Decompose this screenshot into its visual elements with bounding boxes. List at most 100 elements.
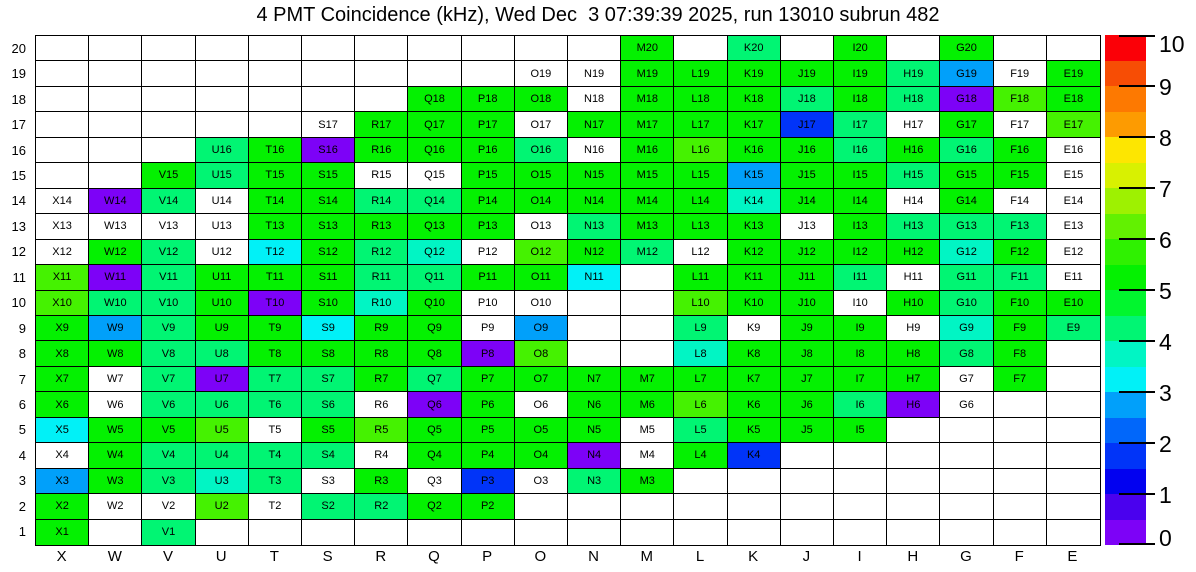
heatmap-cell: I6: [834, 392, 888, 418]
heatmap-cell: [89, 86, 143, 113]
heatmap-cell: F19: [993, 61, 1047, 87]
y-axis-label: 20: [11, 40, 26, 56]
heatmap-cell: [408, 36, 462, 62]
heatmap-cell: [674, 519, 728, 545]
heatmap-cell: G14: [940, 188, 994, 215]
heatmap-cell: I7: [834, 366, 888, 393]
heatmap-cell: [89, 61, 143, 87]
heatmap-cell: L16: [674, 137, 728, 164]
heatmap-cell: N11: [568, 265, 622, 291]
colorbar-band: [1105, 85, 1146, 112]
heatmap-cell: [36, 61, 90, 87]
heatmap-cell: M14: [621, 188, 675, 215]
heatmap-cell: G15: [940, 163, 994, 189]
colorbar-band: [1105, 468, 1146, 494]
heatmap-cell: R12: [355, 239, 409, 266]
heatmap-cell: L13: [674, 214, 728, 240]
heatmap-cell: X3: [36, 468, 90, 495]
heatmap-cell: N4: [568, 443, 622, 469]
heatmap-cell: P10: [461, 290, 515, 316]
heatmap-cell: [887, 494, 941, 520]
y-axis-label: 10: [11, 295, 26, 311]
heatmap-cell: [1046, 519, 1100, 545]
colorbar-tick-label: 8: [1159, 125, 1172, 151]
y-axis-label: 16: [11, 142, 26, 158]
heatmap-cell: O17: [514, 112, 568, 138]
heatmap-cell: S8: [302, 341, 356, 367]
y-axis-label: 19: [11, 66, 26, 82]
heatmap-cell: G20: [940, 36, 994, 62]
heatmap-grid: M20 K20 I20 G20 O19 N19 M19 L19 K19 J19 I19 H19 G19 F…: [35, 35, 1101, 546]
x-axis-label: H: [907, 548, 919, 565]
colorbar-band: [1105, 34, 1146, 61]
chart-title: 4 PMT Coincidence (kHz), Wed Dec 3 07:39…: [256, 4, 940, 26]
y-axis-label: 2: [18, 498, 26, 514]
heatmap-cell: [355, 519, 409, 545]
y-axis-label: 7: [18, 371, 26, 387]
heatmap-cell: [1046, 366, 1100, 393]
heatmap-cell: S7: [302, 366, 356, 393]
heatmap-cell: F8: [993, 341, 1047, 367]
heatmap-cell: Q4: [408, 443, 462, 469]
heatmap-cell: [248, 519, 302, 545]
heatmap-cell: [355, 61, 409, 87]
heatmap-cell: W12: [89, 239, 143, 266]
heatmap-cell: X12: [36, 239, 90, 266]
colorbar-band: [1105, 264, 1146, 290]
heatmap-cell: T2: [248, 494, 302, 520]
heatmap-cell: [940, 519, 994, 545]
heatmap-cell: T5: [248, 417, 302, 444]
heatmap-cell: K16: [727, 137, 781, 164]
colorbar-band: [1105, 315, 1146, 341]
heatmap-cell: [1046, 341, 1100, 367]
heatmap-cell: [142, 112, 196, 138]
heatmap-cell: Q7: [408, 366, 462, 393]
heatmap-cell: [195, 36, 249, 62]
heatmap-cell: P12: [461, 239, 515, 266]
heatmap-cell: K19: [727, 61, 781, 87]
heatmap-cell: T13: [248, 214, 302, 240]
heatmap-cell: V7: [142, 366, 196, 393]
heatmap-cell: [621, 519, 675, 545]
heatmap-cell: U8: [195, 341, 249, 367]
heatmap-cell: V12: [142, 239, 196, 266]
x-axis-label: M: [640, 548, 654, 565]
heatmap-cell: Q5: [408, 417, 462, 444]
heatmap-cell: X4: [36, 443, 90, 469]
heatmap-cell: P6: [461, 392, 515, 418]
heatmap-cell: [568, 315, 622, 342]
heatmap-cell: V4: [142, 443, 196, 469]
heatmap-cell: K7: [727, 366, 781, 393]
heatmap-cell: L18: [674, 86, 728, 113]
heatmap-cell: [993, 36, 1047, 62]
heatmap-cell: X6: [36, 392, 90, 418]
heatmap-cell: [940, 417, 994, 444]
heatmap-cell: X10: [36, 290, 90, 316]
heatmap-cell: I11: [834, 265, 888, 291]
heatmap-cell: Q12: [408, 239, 462, 266]
x-axis-label: K: [748, 548, 759, 565]
heatmap-cell: [89, 112, 143, 138]
heatmap-cell: W3: [89, 468, 143, 495]
heatmap-cell: P2: [461, 494, 515, 520]
heatmap-cell: R3: [355, 468, 409, 495]
heatmap-cell: E9: [1046, 315, 1100, 342]
heatmap-cell: P7: [461, 366, 515, 393]
heatmap-cell: [940, 443, 994, 469]
heatmap-cell: P13: [461, 214, 515, 240]
heatmap-cell: Q10: [408, 290, 462, 316]
heatmap-cell: F14: [993, 188, 1047, 215]
heatmap-cell: J15: [780, 163, 834, 189]
heatmap-cell: Q3: [408, 468, 462, 495]
heatmap-cell: W6: [89, 392, 143, 418]
heatmap-cell: W10: [89, 290, 143, 316]
x-axis-label: S: [322, 548, 333, 565]
heatmap-cell: N7: [568, 366, 622, 393]
x-axis-label: J: [802, 548, 811, 565]
heatmap-cell: [1046, 468, 1100, 495]
heatmap-cell: K8: [727, 341, 781, 367]
colorbar-tick-label: 2: [1159, 431, 1172, 457]
heatmap-cell: K5: [727, 417, 781, 444]
heatmap-cell: Q16: [408, 137, 462, 164]
